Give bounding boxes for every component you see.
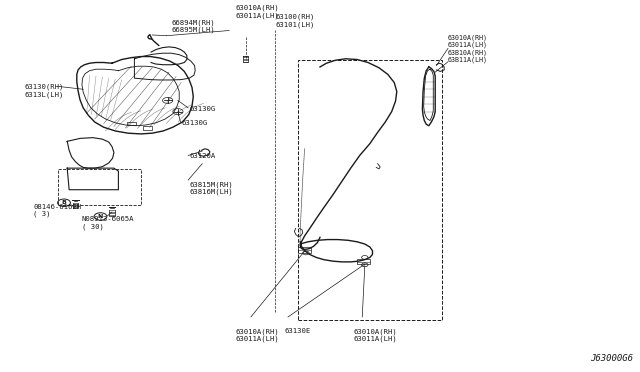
Bar [298,247,311,253]
Text: 63010A(RH)
63011A(LH): 63010A(RH) 63011A(LH) [448,34,488,48]
Bar [298,60,442,320]
Text: 63010A(RH)
63011A(LH): 63010A(RH) 63011A(LH) [236,328,279,342]
Text: 63100(RH)
63101(LH): 63100(RH) 63101(LH) [275,13,315,28]
Text: 66894M(RH)
66895M(LH): 66894M(RH) 66895M(LH) [172,19,215,33]
Text: 63130E: 63130E [284,328,310,334]
Text: 63815M(RH)
63816M(LH): 63815M(RH) 63816M(LH) [189,181,233,195]
Text: 63120A: 63120A [189,153,216,159]
Bar [127,122,136,125]
Text: 63010A(RH)
63011A(LH): 63010A(RH) 63011A(LH) [236,4,279,19]
Text: 63130(RH)
6313L(LH): 63130(RH) 6313L(LH) [24,84,64,98]
Text: J63000G6: J63000G6 [591,354,634,363]
Text: 63B10A(RH)
63B11A(LH): 63B10A(RH) 63B11A(LH) [448,49,488,63]
Bar [357,259,370,264]
Text: N08913-6065A
( 30): N08913-6065A ( 30) [82,217,134,230]
Text: 08146-6162H
( 3): 08146-6162H ( 3) [33,204,81,217]
Bar [143,126,152,130]
Text: 63130G: 63130G [189,106,216,112]
Text: N: N [98,214,103,219]
Text: B: B [61,200,67,205]
Text: 63130G: 63130G [182,120,208,126]
Bar [58,169,141,205]
Text: 63010A(RH)
63011A(LH): 63010A(RH) 63011A(LH) [353,328,397,342]
